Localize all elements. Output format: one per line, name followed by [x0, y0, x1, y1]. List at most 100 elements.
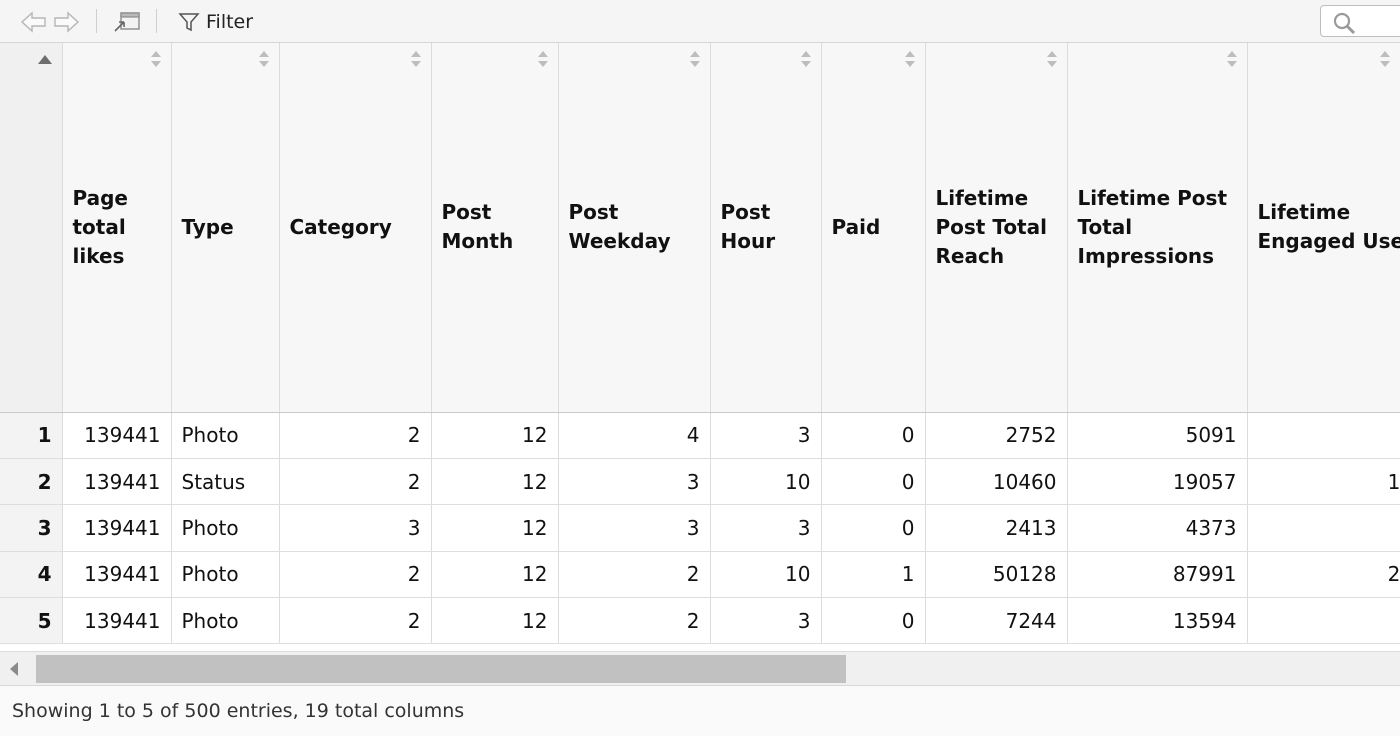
horizontal-scrollbar[interactable]	[0, 651, 1400, 685]
toolbar: Filter	[0, 0, 1400, 43]
table-cell: 50128	[925, 551, 1068, 599]
table-cell: 178	[1247, 412, 1400, 459]
table-cell: Photo	[171, 551, 280, 599]
filter-button[interactable]: Filter	[178, 8, 253, 36]
table-cell: 12	[431, 597, 559, 645]
column-header-lifetime-post-total-impressions[interactable]: Lifetime Post Total Impressions	[1067, 43, 1248, 413]
table-cell: 2	[279, 551, 432, 599]
table-cell: 1457	[1247, 458, 1400, 506]
column-header-post-month[interactable]: Post Month	[431, 43, 559, 413]
sort-icon	[410, 51, 421, 67]
sort-icon	[537, 51, 548, 67]
sort-icon	[258, 51, 269, 67]
table-cell: 671	[1247, 597, 1400, 645]
table-row[interactable]: 2139441Status212310010460190571457	[0, 458, 1400, 506]
data-table-viewport: Page total likes Type Category Post Mont…	[0, 43, 1400, 651]
table-cell: 19057	[1067, 458, 1248, 506]
table-cell: 3	[558, 504, 711, 552]
column-header-type[interactable]: Type	[171, 43, 280, 413]
row-index: 1	[0, 412, 63, 459]
table-cell: 4	[558, 412, 711, 459]
table-cell: 139441	[62, 458, 172, 506]
column-header-label: Post Weekday	[568, 200, 671, 254]
column-header-page-total-likes[interactable]: Page total likes	[62, 43, 172, 413]
table-cell: 10460	[925, 458, 1068, 506]
table-cell: 12	[431, 504, 559, 552]
table-cell: 139441	[62, 597, 172, 645]
column-header-label: Category	[289, 214, 392, 239]
scroll-left-arrow-icon[interactable]	[9, 662, 19, 676]
table-footer: Showing 1 to 5 of 500 entries, 19 total …	[0, 685, 1400, 736]
table-cell: 13594	[1067, 597, 1248, 645]
column-header-category[interactable]: Category	[279, 43, 432, 413]
column-header-label: Post Hour	[720, 200, 776, 254]
search-input[interactable]	[1320, 5, 1400, 37]
column-header-label: Lifetime Post Total Reach	[935, 185, 1047, 268]
column-header-paid[interactable]: Paid	[821, 43, 926, 413]
table-row[interactable]: 1139441Photo21243027525091178	[0, 412, 1400, 459]
data-table: Page total likes Type Category Post Mont…	[0, 43, 1400, 645]
entries-status-text: Showing 1 to 5 of 500 entries, 19 total …	[12, 700, 465, 722]
table-row[interactable]: 4139441Photo212210150128879912211	[0, 551, 1400, 599]
table-body: 1139441Photo212430275250911782139441Stat…	[0, 412, 1400, 645]
row-index: 5	[0, 597, 63, 645]
table-cell: 2752	[925, 412, 1068, 459]
table-cell: 4373	[1067, 504, 1248, 552]
search-icon	[1333, 12, 1356, 35]
back-button[interactable]	[20, 8, 48, 36]
row-index: 4	[0, 551, 63, 599]
toolbar-separator	[96, 9, 97, 33]
column-header-index[interactable]	[0, 43, 63, 413]
sort-ascending-icon	[38, 55, 52, 64]
row-index: 2	[0, 458, 63, 506]
table-cell: 12	[431, 551, 559, 599]
table-cell: 5091	[1067, 412, 1248, 459]
table-cell: 87991	[1067, 551, 1248, 599]
forward-button[interactable]	[52, 8, 80, 36]
popout-button[interactable]	[112, 8, 142, 36]
table-row[interactable]: 5139441Photo212230724413594671	[0, 597, 1400, 645]
back-arrow-icon	[20, 11, 46, 33]
table-cell: 1	[821, 551, 926, 599]
table-cell: 2	[279, 458, 432, 506]
table-cell: 7244	[925, 597, 1068, 645]
sort-icon	[1379, 51, 1390, 67]
forward-arrow-icon	[54, 11, 80, 33]
column-header-post-weekday[interactable]: Post Weekday	[558, 43, 711, 413]
table-cell: 3	[279, 504, 432, 552]
table-cell: 2	[279, 597, 432, 645]
popout-icon	[114, 12, 140, 32]
filter-icon	[178, 13, 200, 32]
table-cell: 0	[821, 412, 926, 459]
table-cell: 139441	[62, 551, 172, 599]
table-cell: 3	[710, 597, 822, 645]
column-header-lifetime-engaged-users[interactable]: Lifetime Engaged Users	[1247, 43, 1400, 413]
table-cell: Photo	[171, 597, 280, 645]
sort-icon	[904, 51, 915, 67]
scrollbar-thumb[interactable]	[36, 655, 846, 683]
table-cell: 2	[279, 412, 432, 459]
table-row[interactable]: 3139441Photo31233024134373177	[0, 504, 1400, 552]
table-cell: Photo	[171, 412, 280, 459]
table-header-row: Page total likes Type Category Post Mont…	[0, 43, 1400, 413]
row-index: 3	[0, 504, 63, 552]
table-cell: 10	[710, 458, 822, 506]
column-header-post-hour[interactable]: Post Hour	[710, 43, 822, 413]
column-header-lifetime-post-total-reach[interactable]: Lifetime Post Total Reach	[925, 43, 1068, 413]
table-cell: 2211	[1247, 551, 1400, 599]
column-header-label: Post Month	[441, 200, 514, 254]
filter-label: Filter	[206, 11, 254, 33]
table-cell: 139441	[62, 504, 172, 552]
sort-icon	[1046, 51, 1057, 67]
sort-icon	[689, 51, 700, 67]
table-cell: 12	[431, 412, 559, 459]
table-cell: 0	[821, 597, 926, 645]
toolbar-separator	[156, 9, 157, 33]
column-header-label: Type	[181, 214, 234, 239]
table-cell: 3	[558, 458, 711, 506]
table-cell: Status	[171, 458, 280, 506]
table-cell: 2413	[925, 504, 1068, 552]
column-header-label: Paid	[831, 214, 881, 239]
table-cell: 3	[710, 504, 822, 552]
table-cell: 12	[431, 458, 559, 506]
